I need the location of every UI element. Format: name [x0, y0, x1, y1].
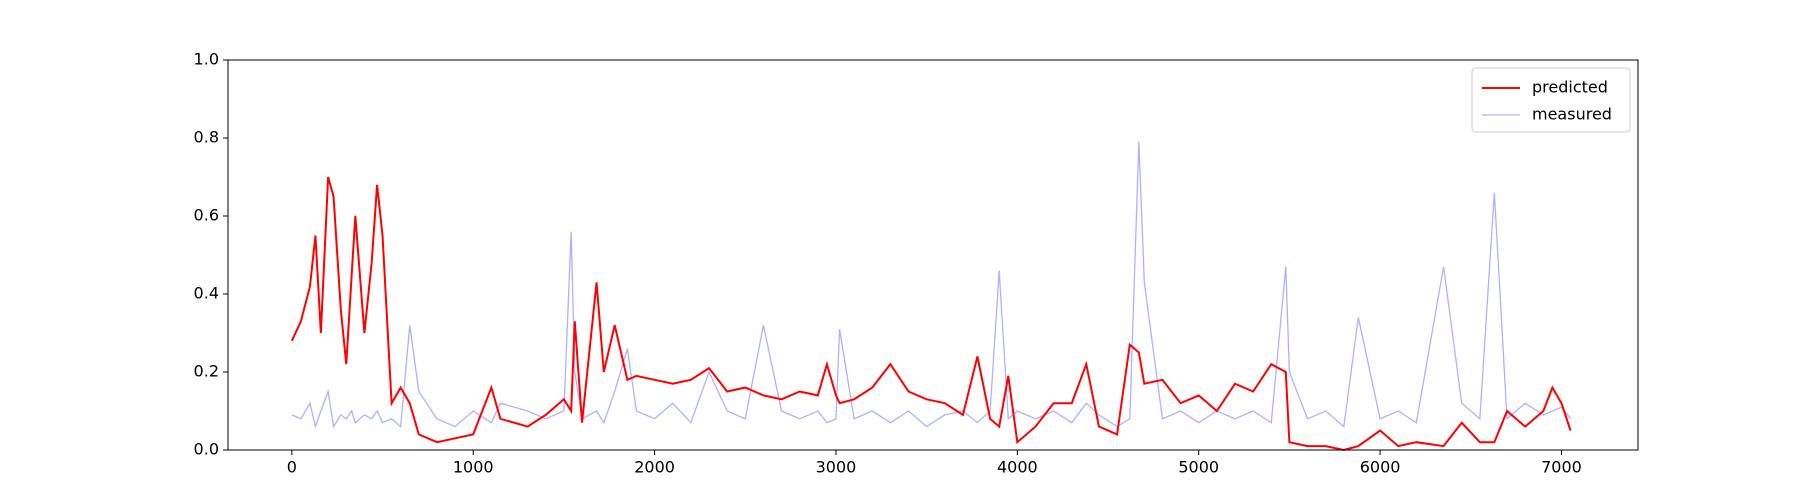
x-tick-label: 2000: [634, 458, 675, 477]
x-tick-label: 7000: [1541, 458, 1582, 477]
legend-label: predicted: [1532, 78, 1608, 97]
y-tick-label: 0.2: [194, 362, 219, 381]
y-tick-label: 1.0: [194, 50, 219, 69]
x-tick-label: 5000: [1178, 458, 1219, 477]
legend-box: [1471, 67, 1631, 133]
axes-frame: [227, 59, 1639, 451]
series-line: [290, 176, 1572, 452]
x-tick-label: 3000: [816, 458, 857, 477]
x-tick-label: 1000: [453, 458, 494, 477]
y-tick-label: 0.6: [194, 206, 219, 225]
series-line: [291, 141, 1572, 429]
legend-label: measured: [1532, 105, 1612, 124]
x-tick-label: 4000: [997, 458, 1038, 477]
y-tick-label: 0.8: [194, 128, 219, 147]
y-tick-label: 0.4: [194, 284, 219, 303]
y-tick-label: 0.0: [194, 440, 219, 459]
x-tick-label: 0: [287, 458, 297, 477]
x-tick-label: 6000: [1360, 458, 1401, 477]
